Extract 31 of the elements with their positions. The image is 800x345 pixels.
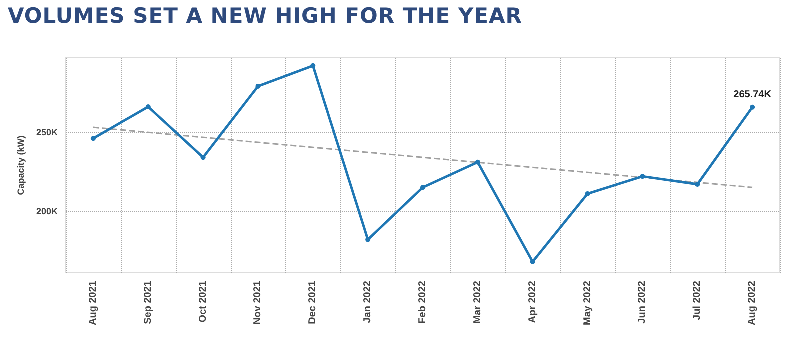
point xyxy=(750,104,756,110)
y-axis-title: Capacity (kW) xyxy=(16,136,26,196)
point xyxy=(366,237,371,242)
x-tick-label: Sep 2021 xyxy=(142,280,154,324)
point xyxy=(256,84,261,89)
x-tick-label: Jan 2022 xyxy=(362,280,374,324)
x-tick-label: Apr 2022 xyxy=(527,280,538,324)
x-tick-label: Mar 2022 xyxy=(472,280,484,324)
y-tick-label: 200K xyxy=(36,206,58,216)
data-label: 265.74K xyxy=(734,89,772,100)
x-tick-label: Jun 2022 xyxy=(637,280,648,324)
point xyxy=(475,160,480,165)
point xyxy=(695,182,700,187)
x-tick-label: Jul 2022 xyxy=(692,280,704,320)
point xyxy=(310,63,316,68)
x-tick-label: Aug 2021 xyxy=(88,280,99,326)
point xyxy=(640,174,646,180)
y-tick-label: 250K xyxy=(36,127,58,138)
point xyxy=(200,155,206,160)
x-tick-label: May 2022 xyxy=(582,280,594,326)
point xyxy=(585,191,590,196)
x-tick-label: Feb 2022 xyxy=(418,280,428,324)
x-tick-label: Aug 2022 xyxy=(747,280,758,326)
x-tick-label: Oct 2021 xyxy=(198,280,209,323)
point xyxy=(146,104,151,110)
chart-title: VOLUMES SET A NEW HIGH FOR THE YEAR xyxy=(8,4,522,28)
point xyxy=(90,136,96,142)
x-tick-label: Dec 2021 xyxy=(308,280,319,324)
point xyxy=(420,185,426,190)
point xyxy=(530,259,536,264)
x-tick-label: Nov 2021 xyxy=(252,280,264,325)
